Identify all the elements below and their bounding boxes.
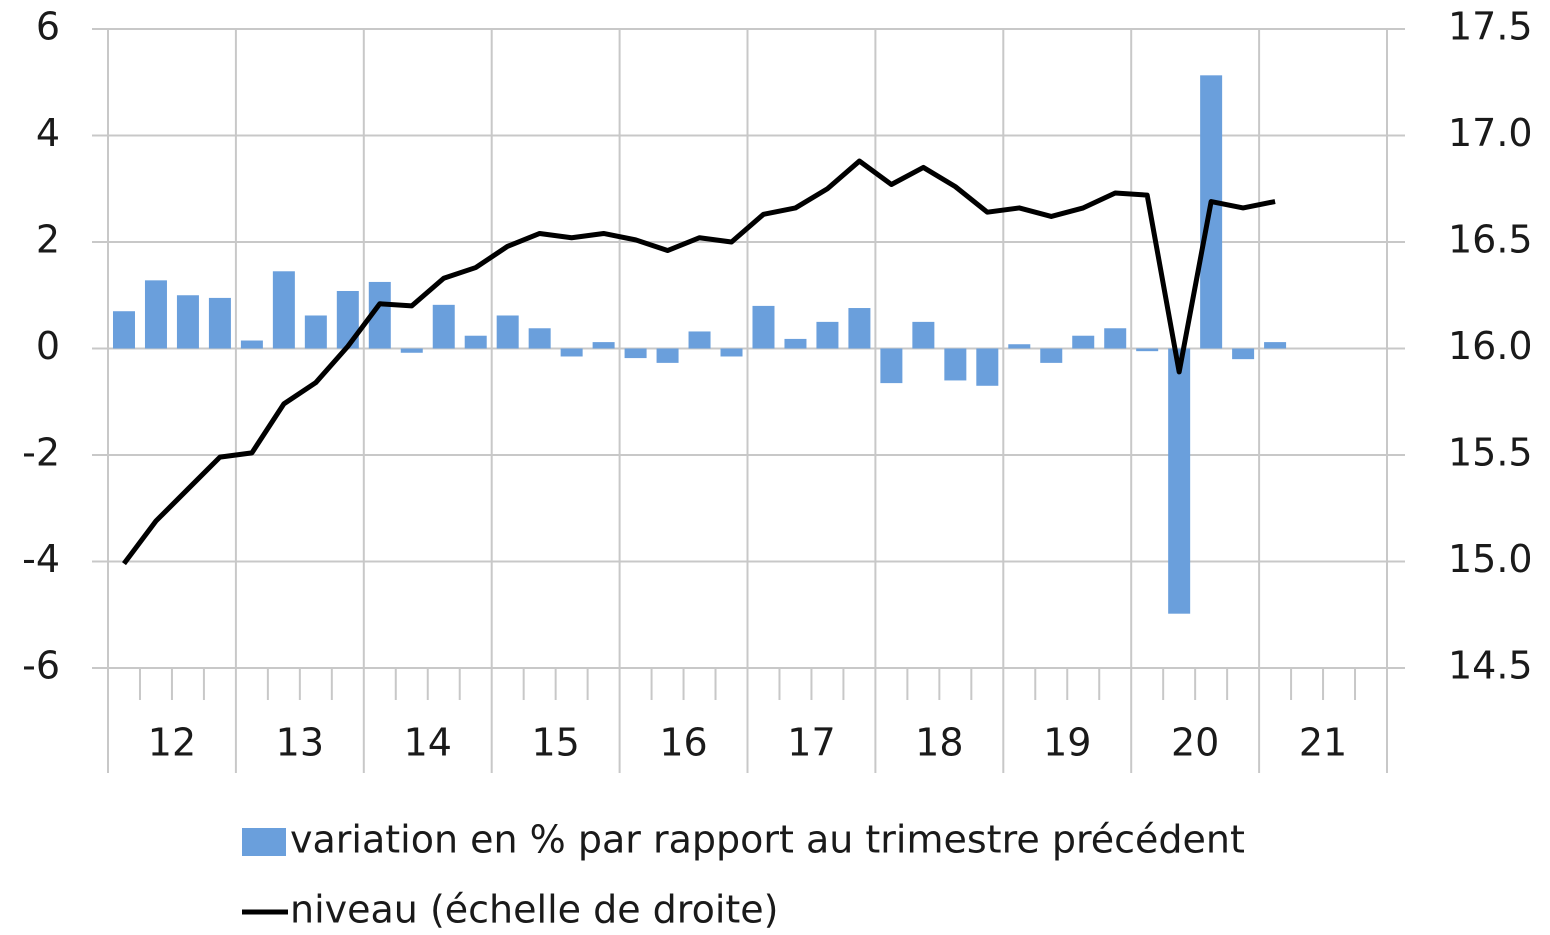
x-tick-label: 19 [1043,721,1091,765]
bar [1072,335,1095,349]
legend-label: niveau (échelle de droite) [290,888,779,932]
y2-tick-label: 15.0 [1448,537,1533,581]
legend-label: variation en % par rapport au trimestre … [290,818,1245,862]
legend-swatch [242,828,286,856]
y2-tick-label: 17.0 [1448,111,1533,155]
bar [944,348,967,381]
bar [880,348,903,384]
y2-tick-label: 16.5 [1448,218,1533,262]
x-tick-label: 12 [148,721,196,765]
bar [240,340,263,349]
bar [656,348,679,363]
bar [400,348,423,353]
bar [528,328,551,349]
bar [688,331,711,349]
bar [336,290,359,349]
y-tick-label: 4 [36,111,60,155]
bar [720,348,743,357]
y2-tick-label: 17.5 [1448,5,1533,49]
bar [432,304,455,349]
y-tick-label: 6 [36,5,60,49]
y-tick-label: 2 [36,218,60,262]
bar [464,335,487,349]
bar [752,305,775,349]
bar [624,348,647,359]
bar [976,348,999,386]
x-tick-label: 18 [915,721,963,765]
y2-tick-label: 16.0 [1448,324,1533,368]
y-tick-label: -6 [22,644,60,688]
bar [112,311,135,349]
bar [1232,348,1255,360]
bar [1008,344,1031,349]
bar [784,338,807,349]
bar [304,315,327,349]
bar [816,321,839,349]
x-tick-label: 13 [276,721,324,765]
y2-tick-label: 15.5 [1448,431,1533,475]
bar [1136,348,1159,352]
y-tick-label: 0 [36,324,60,368]
bar [1264,342,1287,349]
x-tick-label: 21 [1299,721,1347,765]
bar [208,297,231,349]
x-tick-label: 14 [404,721,452,765]
x-tick-label: 15 [531,721,579,765]
bar [496,315,519,349]
bar [272,271,295,349]
y-tick-label: -2 [22,431,60,475]
bar [1104,328,1127,349]
bar [560,348,583,357]
bar [592,342,615,349]
bar [848,308,871,349]
y2-tick-label: 14.5 [1448,644,1533,688]
bar [1168,348,1191,614]
x-tick-label: 16 [659,721,707,765]
y-tick-label: -4 [22,537,60,581]
bar [176,295,199,349]
x-tick-label: 17 [787,721,835,765]
bar [144,280,167,349]
x-tick-label: 20 [1171,721,1219,765]
bar [1040,348,1063,363]
bar [912,321,935,349]
bar [368,281,391,349]
line [121,158,1276,566]
